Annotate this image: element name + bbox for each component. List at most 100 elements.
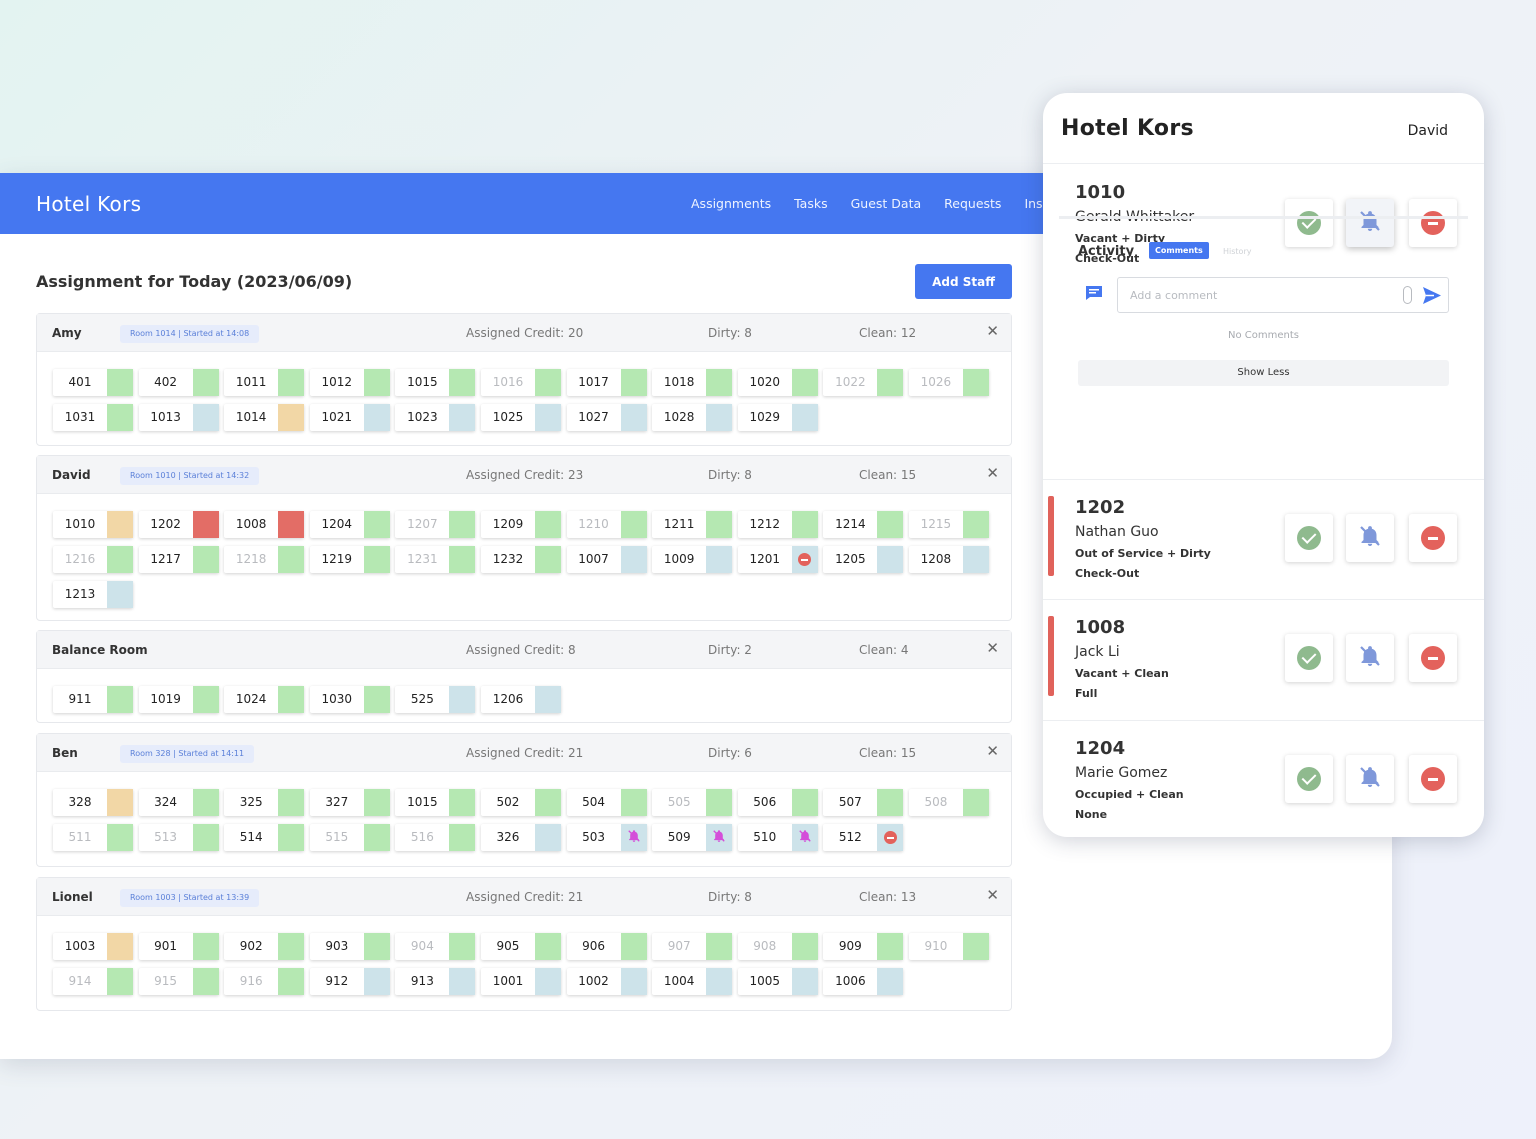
- room-chip[interactable]: 326: [480, 824, 561, 851]
- room-chip[interactable]: 910: [908, 933, 989, 960]
- room-chip[interactable]: 1204: [309, 511, 390, 538]
- room-chip[interactable]: 515: [309, 824, 390, 851]
- nav-requests[interactable]: Requests: [944, 196, 1002, 211]
- room-chip[interactable]: 907: [652, 933, 733, 960]
- room-chip[interactable]: 506: [737, 789, 818, 816]
- room-chip[interactable]: 913: [395, 968, 476, 995]
- room-chip[interactable]: 1208: [908, 546, 989, 573]
- add-staff-button[interactable]: Add Staff: [915, 264, 1012, 299]
- room-chip[interactable]: 909: [823, 933, 904, 960]
- room-chip[interactable]: 908: [737, 933, 818, 960]
- close-icon[interactable]: ✕: [986, 464, 999, 482]
- room-chip[interactable]: 1207: [395, 511, 476, 538]
- room-chip[interactable]: 1201: [737, 546, 818, 573]
- room-chip[interactable]: 1219: [309, 546, 390, 573]
- room-chip[interactable]: 1209: [480, 511, 561, 538]
- room-chip[interactable]: 1218: [224, 546, 305, 573]
- room-chip[interactable]: 916: [224, 968, 305, 995]
- room-chip[interactable]: 1024: [224, 686, 305, 713]
- room-chip[interactable]: 401: [53, 369, 133, 396]
- room-chip[interactable]: 516: [395, 824, 476, 851]
- room-chip[interactable]: 513: [138, 824, 219, 851]
- nav-tasks[interactable]: Tasks: [794, 196, 828, 211]
- room-chip[interactable]: 1003: [53, 933, 133, 960]
- mute-notifications-button[interactable]: [1346, 634, 1394, 682]
- task-card[interactable]: 1202 Nathan Guo Out of Service + Dirty Chec…: [1043, 480, 1484, 600]
- room-chip[interactable]: 327: [309, 789, 390, 816]
- room-chip[interactable]: 1011: [224, 369, 305, 396]
- room-chip[interactable]: 514: [224, 824, 305, 851]
- room-chip[interactable]: 1004: [652, 968, 733, 995]
- room-chip[interactable]: 1214: [823, 511, 904, 538]
- room-chip[interactable]: 1006: [823, 968, 904, 995]
- do-not-disturb-button[interactable]: [1409, 634, 1457, 682]
- room-chip[interactable]: 1217: [138, 546, 219, 573]
- mute-notifications-button[interactable]: [1346, 755, 1394, 803]
- room-chip[interactable]: 1015: [395, 789, 476, 816]
- room-chip[interactable]: 1210: [566, 511, 647, 538]
- room-chip[interactable]: 1215: [908, 511, 989, 538]
- room-chip[interactable]: 1026: [908, 369, 989, 396]
- nav-assignments[interactable]: Assignments: [691, 196, 772, 211]
- room-chip[interactable]: 1202: [138, 511, 219, 538]
- room-chip[interactable]: 901: [138, 933, 219, 960]
- room-chip[interactable]: 325: [224, 789, 305, 816]
- room-chip[interactable]: 324: [138, 789, 219, 816]
- room-chip[interactable]: 1018: [652, 369, 733, 396]
- room-chip[interactable]: 1015: [395, 369, 476, 396]
- mute-notifications-button[interactable]: [1346, 199, 1394, 247]
- room-chip[interactable]: 1020: [737, 369, 818, 396]
- room-chip[interactable]: 1232: [480, 546, 561, 573]
- send-icon[interactable]: [1422, 286, 1442, 305]
- room-chip[interactable]: 511: [53, 824, 133, 851]
- do-not-disturb-button[interactable]: [1409, 514, 1457, 562]
- room-chip[interactable]: 1005: [737, 968, 818, 995]
- room-chip[interactable]: 911: [53, 686, 133, 713]
- mark-done-button[interactable]: [1285, 514, 1333, 562]
- do-not-disturb-button[interactable]: [1409, 199, 1457, 247]
- mark-done-button[interactable]: [1285, 755, 1333, 803]
- room-chip[interactable]: 1216: [53, 546, 133, 573]
- room-chip[interactable]: 1008: [224, 511, 305, 538]
- room-chip[interactable]: 902: [224, 933, 305, 960]
- room-chip[interactable]: 1231: [395, 546, 476, 573]
- nav-guest-data[interactable]: Guest Data: [850, 196, 922, 211]
- attachment-icon[interactable]: [1403, 286, 1412, 304]
- room-chip[interactable]: 1021: [309, 404, 390, 431]
- room-chip[interactable]: 1206: [480, 686, 561, 713]
- room-chip[interactable]: 1019: [138, 686, 219, 713]
- room-chip[interactable]: 1027: [566, 404, 647, 431]
- mute-notifications-button[interactable]: [1346, 514, 1394, 562]
- room-chip[interactable]: 1029: [737, 404, 818, 431]
- room-chip[interactable]: 502: [480, 789, 561, 816]
- room-chip[interactable]: 1010: [53, 511, 133, 538]
- tab-history[interactable]: History: [1223, 247, 1252, 256]
- room-chip[interactable]: 1007: [566, 546, 647, 573]
- task-card[interactable]: 1008 Jack Li Vacant + Clean Full: [1043, 600, 1484, 721]
- room-chip[interactable]: 1001: [480, 968, 561, 995]
- room-chip[interactable]: 508: [908, 789, 989, 816]
- mark-done-button[interactable]: [1285, 199, 1333, 247]
- room-chip[interactable]: 505: [652, 789, 733, 816]
- room-chip[interactable]: 402: [138, 369, 219, 396]
- mobile-user-name[interactable]: David: [1407, 123, 1448, 139]
- room-chip[interactable]: 912: [309, 968, 390, 995]
- room-chip[interactable]: 503: [566, 824, 647, 851]
- room-chip[interactable]: 1002: [566, 968, 647, 995]
- room-chip[interactable]: 1030: [309, 686, 390, 713]
- close-icon[interactable]: ✕: [986, 322, 999, 340]
- room-chip[interactable]: 903: [309, 933, 390, 960]
- room-chip[interactable]: 507: [823, 789, 904, 816]
- room-chip[interactable]: 1205: [823, 546, 904, 573]
- room-chip[interactable]: 509: [652, 824, 733, 851]
- room-chip[interactable]: 906: [566, 933, 647, 960]
- room-chip[interactable]: 1017: [566, 369, 647, 396]
- close-icon[interactable]: ✕: [986, 742, 999, 760]
- room-chip[interactable]: 914: [53, 968, 133, 995]
- room-chip[interactable]: 1022: [823, 369, 904, 396]
- room-chip[interactable]: 1014: [224, 404, 305, 431]
- room-chip[interactable]: 1023: [395, 404, 476, 431]
- room-chip[interactable]: 525: [395, 686, 476, 713]
- show-less-button[interactable]: Show Less: [1078, 360, 1449, 386]
- room-chip[interactable]: 1212: [737, 511, 818, 538]
